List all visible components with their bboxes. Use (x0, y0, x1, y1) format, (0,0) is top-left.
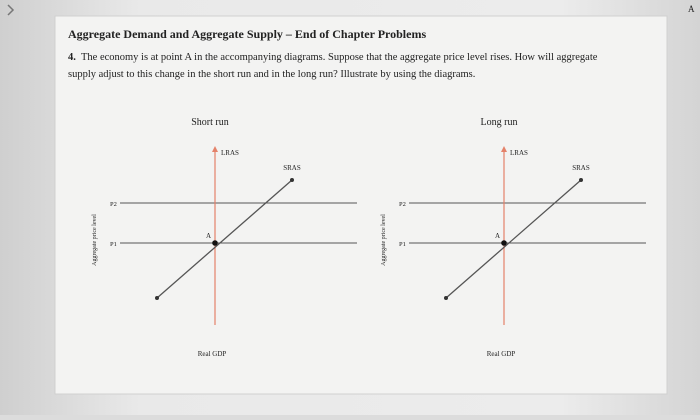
question-number: 4. (68, 52, 76, 63)
y-axis-label: Aggregate price level (381, 214, 387, 266)
x-axis-label: Real GDP (198, 350, 227, 358)
p2-label: P2 (110, 201, 117, 208)
lras-label: LRAS (510, 149, 528, 157)
lras-arrow (501, 146, 507, 152)
sras-end (290, 178, 294, 182)
sras-line (445, 179, 582, 299)
point-a-label: A (206, 232, 211, 240)
point-a (212, 240, 218, 246)
diagram-title: Short run (191, 117, 229, 128)
sras-label: SRAS (283, 164, 301, 172)
question-text: supply adjust to this change in the shor… (68, 69, 475, 80)
corner-label: A (688, 4, 695, 14)
sras-end (579, 178, 583, 182)
sras-end (444, 296, 448, 300)
y-axis-label: Aggregate price level (92, 214, 98, 266)
x-axis-label: Real GDP (487, 350, 516, 358)
problem-title: Aggregate Demand and Aggregate Supply – … (68, 27, 426, 41)
point-a-label: A (495, 232, 500, 240)
question-text: The economy is at point A in the accompa… (81, 52, 598, 63)
lras-arrow (212, 146, 218, 152)
sras-end (155, 296, 159, 300)
problem-panel (54, 15, 668, 395)
p2-label: P2 (399, 201, 406, 208)
p1-label: P1 (399, 241, 406, 248)
diagram-title: Long run (481, 117, 518, 128)
point-a (501, 240, 507, 246)
lras-label: LRAS (221, 149, 239, 157)
sras-label: SRAS (572, 164, 590, 172)
back-arrow[interactable] (7, 4, 15, 16)
sras-line (156, 179, 293, 299)
diagrams: Short run LRAS SRAS P2 P1 A Aggregate price le… (92, 117, 646, 358)
p1-label: P1 (110, 241, 117, 248)
